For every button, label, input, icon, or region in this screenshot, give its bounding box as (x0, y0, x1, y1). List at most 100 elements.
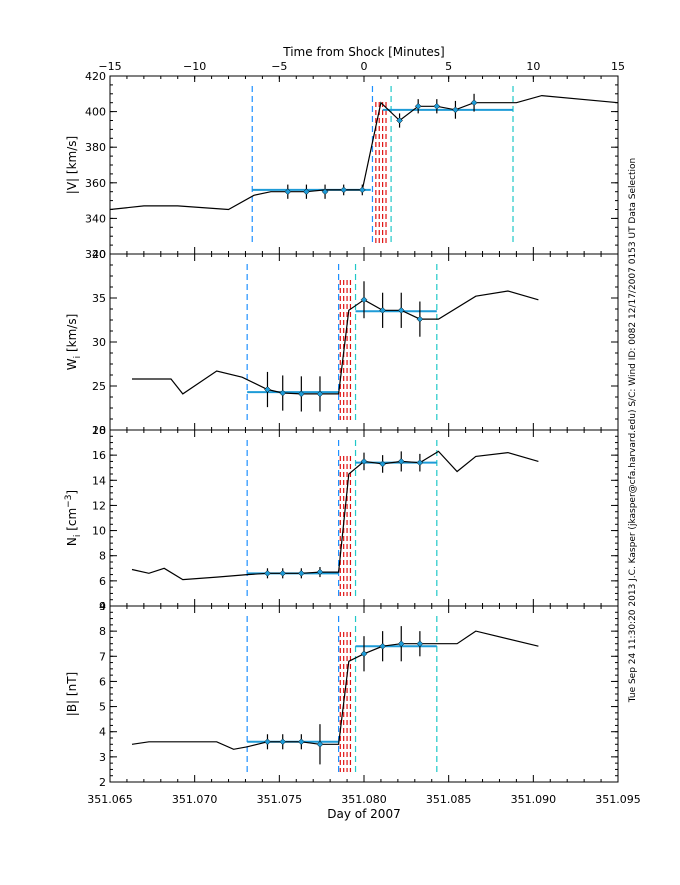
data-point (397, 306, 405, 314)
panel-3-y-tick-label: 16 (92, 449, 106, 462)
panel-2-y-label: Wi [km/s] (65, 314, 83, 371)
panel-4-y-tick-label: 3 (99, 751, 106, 764)
panel-2-y-tick-label: 20 (92, 424, 106, 437)
panel-1-y-tick-label: 320 (85, 248, 106, 261)
data-point (316, 740, 324, 748)
data-point (379, 306, 386, 314)
panel-4-y-tick-label: 8 (99, 625, 106, 638)
panel-4-y-tick-label: 2 (99, 776, 106, 789)
x-tick-label: 351.065 (87, 793, 133, 806)
data-point (360, 296, 368, 304)
data-point (297, 390, 305, 398)
data-point (264, 569, 271, 577)
panel-1-frame (109, 75, 619, 255)
data-point (340, 186, 348, 194)
data-point (316, 568, 324, 576)
panel-3-y-tick-label: 12 (92, 499, 106, 512)
panel-frames (109, 75, 619, 783)
panel-3-y-tick-label: 6 (99, 575, 106, 588)
panel-3-y-tick-label: 4 (99, 600, 106, 613)
data-point (279, 569, 287, 577)
data-point (297, 569, 305, 577)
top-tick-label: −5 (271, 60, 287, 73)
x-tick-label: 351.070 (172, 793, 218, 806)
panel-1-y-tick-label: 400 (85, 106, 106, 119)
x-tick-label: 351.075 (257, 793, 303, 806)
top-tick-label: 15 (611, 60, 625, 73)
x-tick-label: 351.085 (426, 793, 472, 806)
side-annotation: Tue Sep 24 11:30:20 2013 J.C. Kasper (jk… (628, 158, 638, 704)
y-label-unit: [cm (65, 508, 79, 535)
data-point (379, 460, 386, 468)
y-label-unit: [km/s] (65, 314, 79, 356)
panel-4-frame (109, 605, 619, 783)
data-point (360, 458, 368, 465)
panel-1-series-line (109, 94, 619, 211)
data-point (264, 738, 271, 746)
data-point (279, 738, 287, 746)
panel-2-series-line (132, 290, 539, 395)
panel-1-y-tick-label: 340 (85, 212, 106, 225)
panel-2-y-tick-label: 40 (92, 248, 106, 261)
panel-1-y-tick-label: 360 (85, 177, 106, 190)
panel-3-series-line (131, 450, 539, 581)
top-tick-label: 10 (526, 60, 540, 73)
data-point (303, 188, 310, 196)
panel-4-y-tick-label: 9 (99, 600, 106, 613)
panel-4-y-tick-label: 7 (99, 650, 106, 663)
panel-1-y-label: |V| [km/s] (65, 136, 79, 194)
panel-2-y-tick-label: 25 (92, 380, 106, 393)
data-point (416, 640, 424, 648)
data-point (396, 117, 403, 124)
axes-layer: Time from Shock [Minutes] Day of 2007 Tu… (64, 45, 641, 821)
y-label-main: W (65, 358, 79, 370)
x-tick-label: 351.095 (595, 793, 641, 806)
y-label-end: ] (65, 490, 79, 495)
data-point (316, 390, 324, 398)
data-point (397, 458, 405, 465)
panel-3-y-tick-label: 10 (92, 525, 106, 538)
y-label-main: N (65, 537, 79, 546)
data-point (284, 188, 292, 196)
x-tick-label: 351.080 (341, 793, 387, 806)
x-axis-title: Day of 2007 (327, 807, 400, 821)
panel-content (109, 86, 619, 772)
y-label-sub: i (73, 356, 83, 359)
panel-4-y-tick-label: 4 (99, 726, 106, 739)
data-point (416, 459, 424, 467)
panel-4-y-tick-label: 5 (99, 701, 106, 714)
panel-3-y-tick-label: 18 (92, 424, 106, 437)
panel-4-y-label: |B| [nT] (65, 672, 79, 716)
data-point (379, 642, 386, 650)
top-tick-label: −15 (98, 60, 121, 73)
top-tick-label: 0 (361, 60, 368, 73)
data-point (321, 188, 329, 196)
top-tick-label: 5 (445, 60, 452, 73)
panel-3-y-tick-label: 8 (99, 550, 106, 563)
data-point (358, 186, 366, 194)
panel-4-series-line (131, 630, 539, 750)
data-point (470, 99, 478, 107)
panel-2-y-tick-label: 35 (92, 292, 106, 305)
panel-1-y-tick-label: 380 (85, 141, 106, 154)
top-axis-title: Time from Shock [Minutes] (282, 45, 444, 59)
panel-2-y-tick-label: 30 (92, 336, 106, 349)
data-point (264, 386, 271, 393)
panel-1-y-tick-label: 420 (85, 70, 106, 83)
panel-3-y-tick-label: 14 (92, 474, 106, 487)
top-tick-label: −10 (183, 60, 206, 73)
data-point (360, 650, 368, 658)
data-point (279, 389, 287, 397)
y-label-sup: −3 (64, 495, 74, 508)
data-point (414, 102, 422, 110)
data-point (397, 640, 405, 648)
data-point (433, 102, 441, 110)
panel-3-y-label: Ni [cm−3] (64, 490, 83, 546)
y-label-sub: i (73, 535, 83, 538)
data-point (416, 315, 424, 323)
data-point (452, 106, 459, 114)
data-point (297, 738, 305, 746)
panel-2-frame (109, 253, 619, 431)
